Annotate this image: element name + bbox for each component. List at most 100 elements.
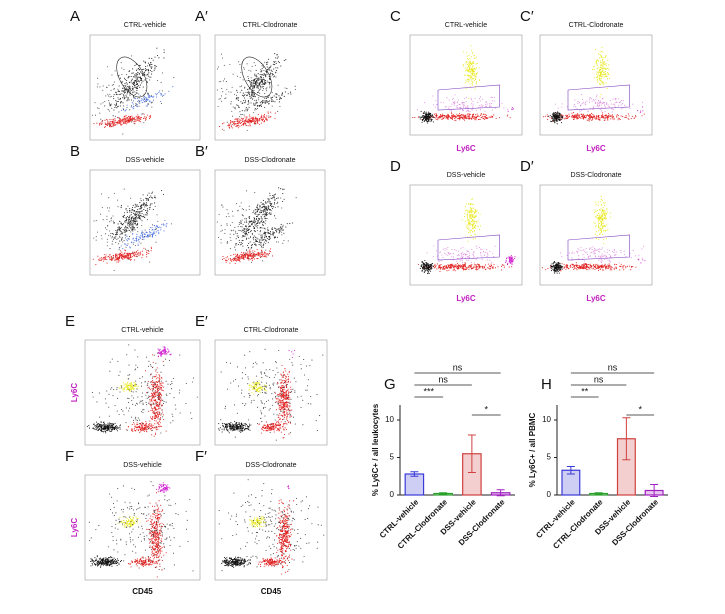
event-dot xyxy=(261,251,263,253)
event-dot xyxy=(465,67,467,69)
event-dot xyxy=(123,216,125,219)
event-dot xyxy=(125,121,127,123)
event-dot xyxy=(435,265,437,267)
plot-frame xyxy=(214,169,326,276)
event-dot xyxy=(229,121,232,123)
event-dot xyxy=(242,232,244,234)
event-dot xyxy=(557,113,559,115)
event-dot xyxy=(444,247,446,250)
event-dot xyxy=(230,229,232,231)
event-dot xyxy=(473,116,475,118)
event-dot xyxy=(271,105,273,107)
event-dot xyxy=(109,124,111,126)
event-dot xyxy=(447,247,449,249)
event-dot xyxy=(605,114,607,116)
event-dot xyxy=(122,133,124,135)
event-dot xyxy=(432,95,434,97)
event-dot xyxy=(132,117,134,119)
event-dot xyxy=(426,113,428,115)
event-dot xyxy=(115,103,117,105)
event-dot xyxy=(253,80,256,82)
event-dot xyxy=(232,115,234,117)
event-dot xyxy=(254,64,256,66)
event-dot xyxy=(120,121,122,123)
event-dot xyxy=(468,209,470,211)
event-dot xyxy=(273,195,275,197)
event-dot xyxy=(129,252,131,254)
event-dot xyxy=(130,217,133,219)
event-dot xyxy=(128,238,130,240)
event-dot xyxy=(243,227,245,229)
event-dot xyxy=(244,123,247,125)
event-dot xyxy=(121,87,123,89)
event-dot xyxy=(236,123,238,125)
event-dot xyxy=(489,102,491,104)
event-dot xyxy=(595,63,597,65)
event-dot xyxy=(148,250,150,253)
event-dot xyxy=(457,264,459,266)
event-dot xyxy=(254,230,256,232)
event-dot xyxy=(130,242,132,244)
event-dot xyxy=(151,71,153,73)
event-dot xyxy=(248,102,250,104)
event-dot xyxy=(246,237,248,239)
event-dot xyxy=(130,221,132,224)
event-dot xyxy=(605,65,607,67)
event-dot xyxy=(130,81,132,83)
event-dot xyxy=(113,81,115,83)
event-dot xyxy=(263,209,265,211)
event-dot xyxy=(261,114,263,116)
panel-label: A xyxy=(70,8,80,25)
event-dot xyxy=(601,70,603,72)
event-dot xyxy=(264,75,266,77)
event-dot xyxy=(484,115,486,117)
event-dot xyxy=(129,220,132,222)
event-dot xyxy=(121,232,124,234)
event-dot xyxy=(470,234,472,236)
event-dot xyxy=(140,198,142,200)
event-dot xyxy=(256,108,258,110)
event-dot xyxy=(462,103,464,106)
event-dot xyxy=(489,259,491,261)
event-dot xyxy=(272,231,274,233)
event-dot xyxy=(601,102,603,104)
event-dot xyxy=(431,119,433,121)
event-dot xyxy=(575,117,577,119)
event-dot xyxy=(453,104,455,106)
event-dot xyxy=(134,84,136,86)
event-dot xyxy=(126,88,128,90)
event-dot xyxy=(426,120,428,122)
event-dot xyxy=(150,203,152,205)
event-dot xyxy=(108,230,111,232)
event-dot xyxy=(146,209,148,211)
event-dot xyxy=(255,220,257,222)
event-dot xyxy=(473,262,476,264)
event-dot xyxy=(229,63,231,65)
event-dot xyxy=(237,124,239,126)
event-dot xyxy=(263,100,265,102)
event-dot xyxy=(123,253,125,255)
panel-title: CTRL-vehicle xyxy=(445,22,488,29)
event-dot xyxy=(258,84,260,86)
event-dot xyxy=(243,94,245,97)
event-dot xyxy=(464,74,466,76)
event-dot xyxy=(93,237,95,239)
event-dot xyxy=(139,116,141,118)
event-dot xyxy=(142,202,145,204)
event-dot xyxy=(129,211,131,213)
event-dot xyxy=(610,103,612,105)
event-dot xyxy=(138,81,140,83)
event-dot xyxy=(151,57,153,59)
event-dot xyxy=(218,213,220,215)
event-dot xyxy=(126,79,128,82)
event-dot xyxy=(120,245,122,247)
event-dot xyxy=(422,116,424,118)
event-dot xyxy=(277,84,279,86)
event-dot xyxy=(239,125,241,127)
event-dot xyxy=(138,252,140,254)
event-dot xyxy=(122,223,125,225)
event-dot xyxy=(125,226,127,228)
event-dot xyxy=(438,117,440,119)
event-dot xyxy=(232,254,235,256)
event-dot xyxy=(262,77,265,79)
